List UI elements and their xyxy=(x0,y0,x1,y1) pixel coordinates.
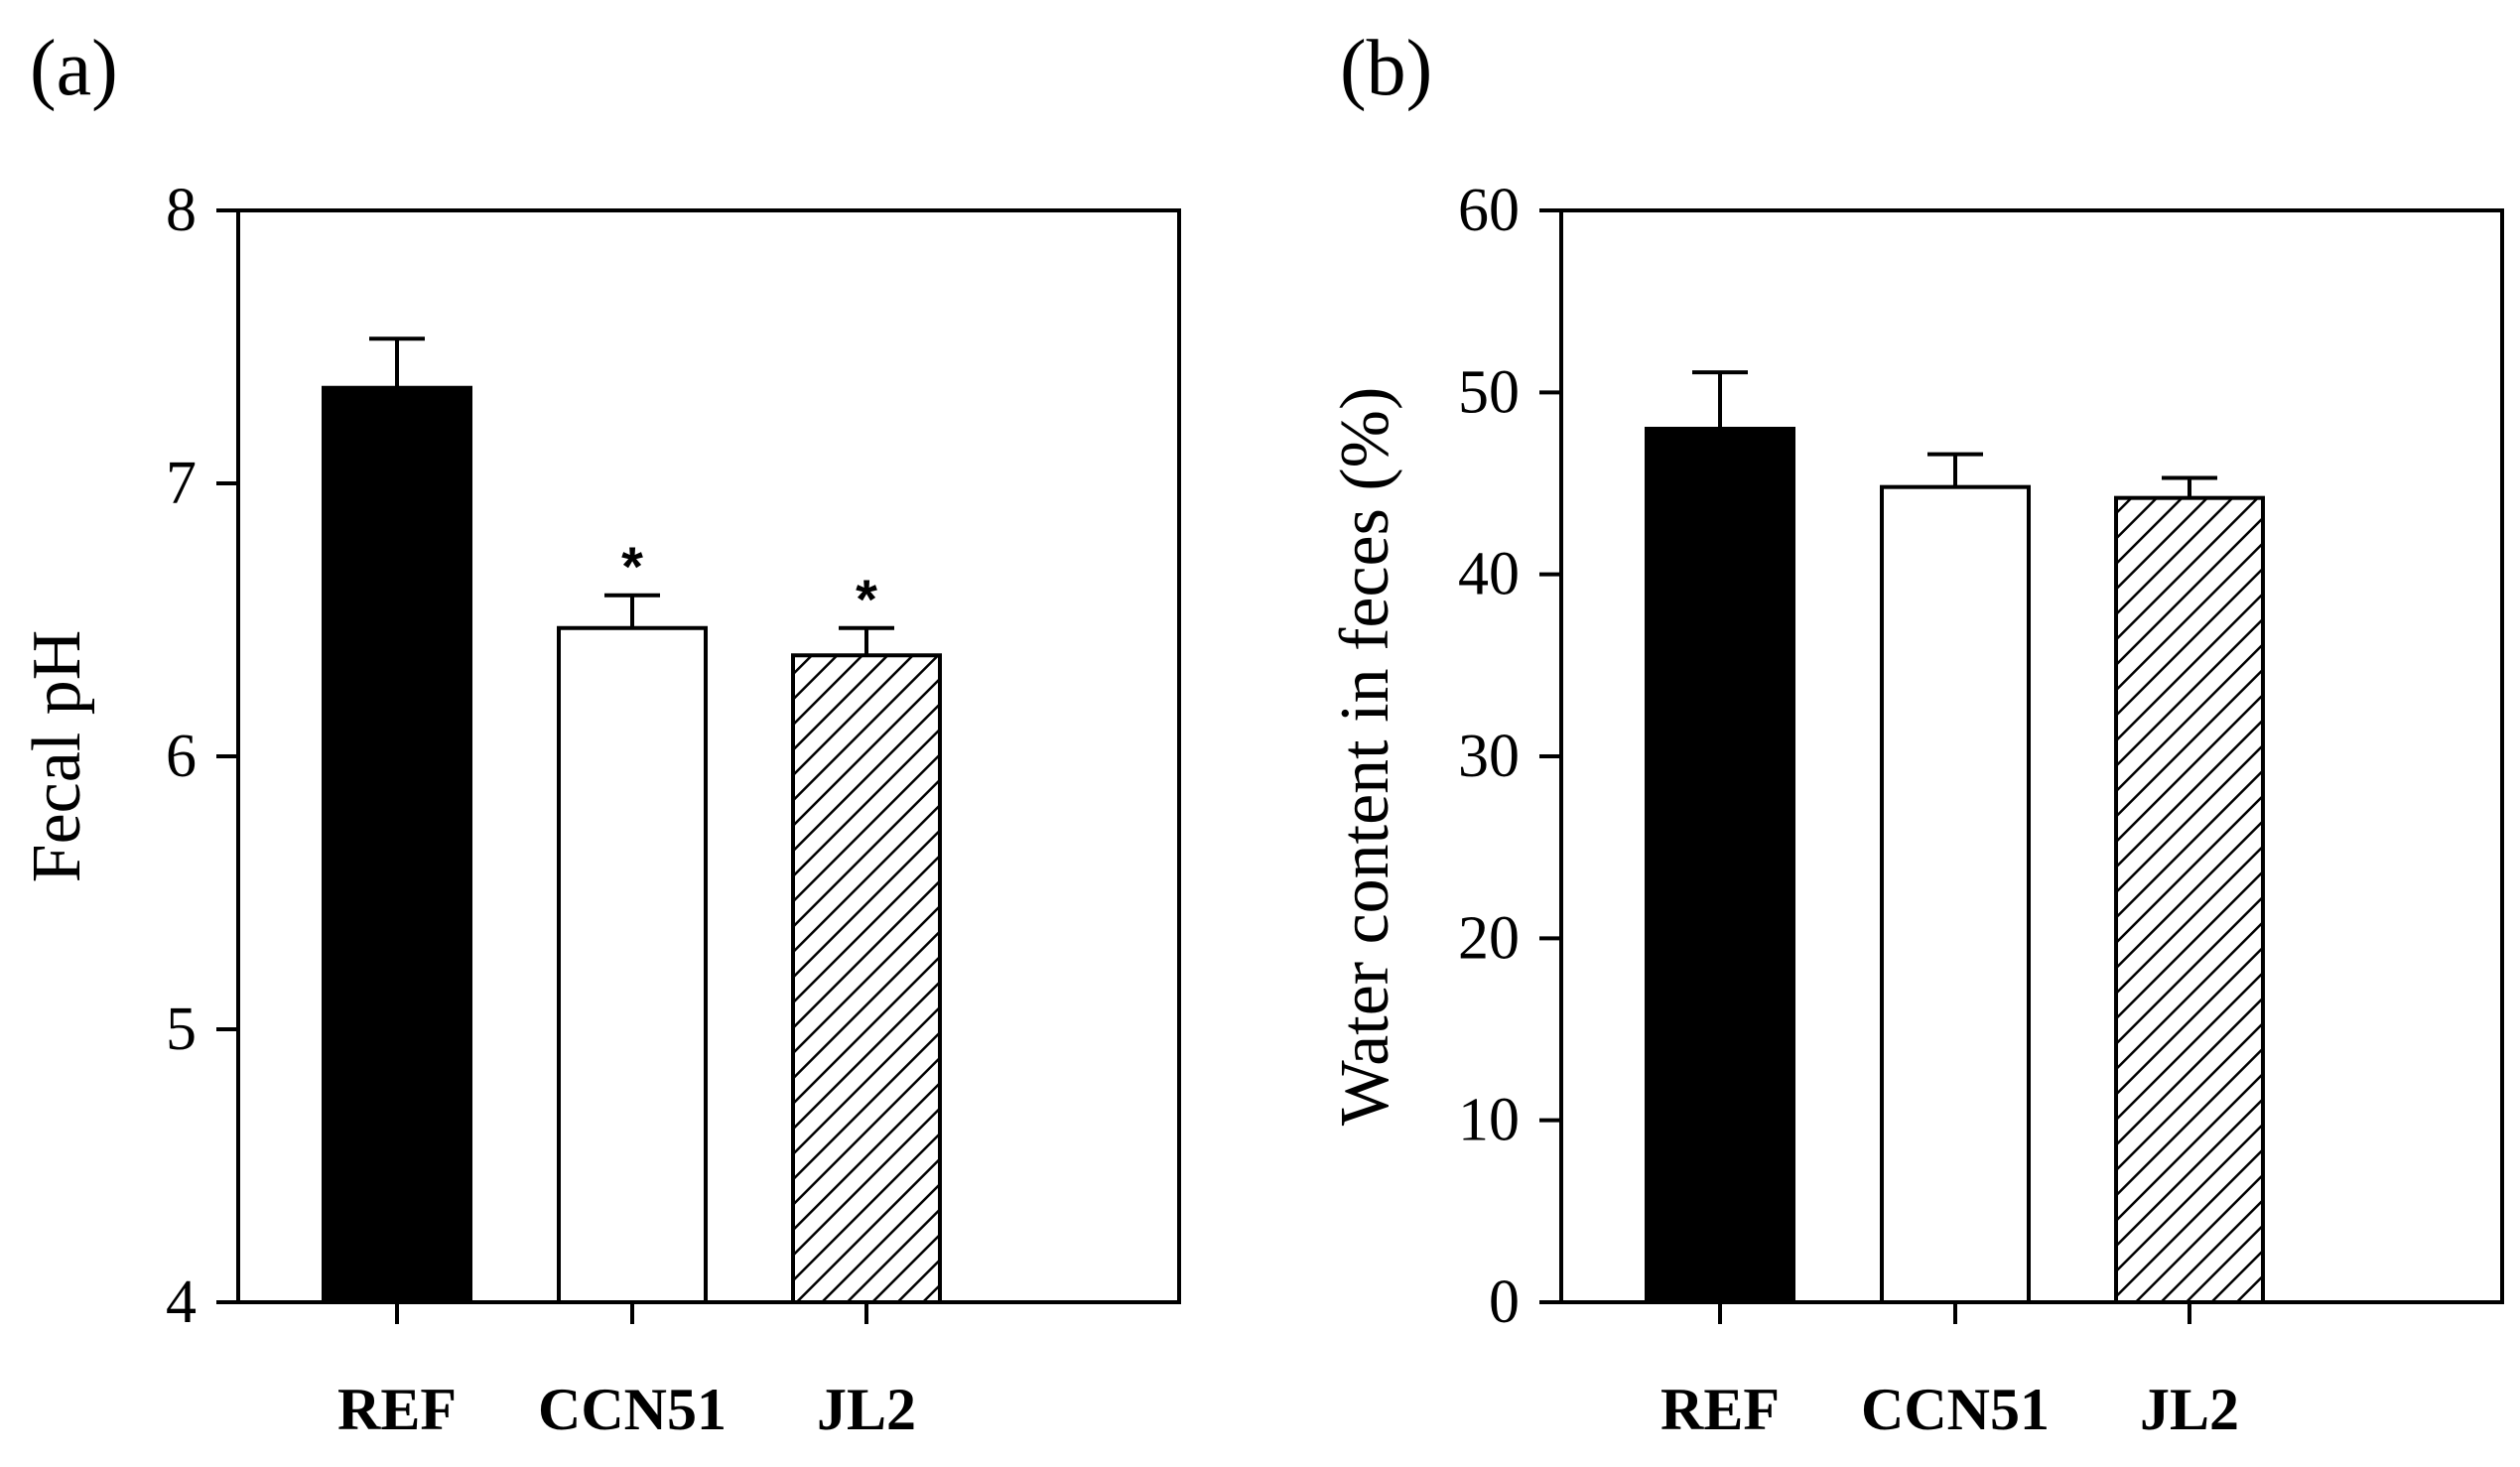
bar-ccn51 xyxy=(557,625,708,1304)
panel-label: (a) xyxy=(30,25,118,112)
significance-marker: * xyxy=(856,568,877,630)
y-tick-label: 40 xyxy=(1458,541,1520,608)
y-tick-label: 60 xyxy=(1458,177,1520,244)
bar-ccn51 xyxy=(1880,484,2031,1304)
bar-ref xyxy=(1645,427,1795,1304)
y-tick-label: 0 xyxy=(1489,1268,1520,1336)
y-tick-label: 30 xyxy=(1458,723,1520,790)
y-tick-label: 8 xyxy=(166,177,197,244)
y-tick-label: 20 xyxy=(1458,904,1520,972)
bar-jl2 xyxy=(791,653,942,1304)
significance-marker: * xyxy=(621,535,643,598)
category-label-ref: REF xyxy=(1660,1377,1780,1442)
panel-b: (b) 0 10 20 30 40 50 60 Water content in feces (… xyxy=(1327,25,2504,1442)
bar-ref xyxy=(322,385,472,1304)
y-axis-title: Fecal pH xyxy=(19,630,95,883)
category-label-ccn51: CCN51 xyxy=(1861,1377,2050,1442)
category-label-jl2: JL2 xyxy=(817,1377,916,1442)
category-label-ref: REF xyxy=(337,1377,457,1442)
y-axis-title: Water content in feces (%) xyxy=(1327,387,1403,1127)
bar-jl2 xyxy=(2114,495,2265,1304)
y-tick-label: 6 xyxy=(166,723,197,790)
panel-label: (b) xyxy=(1340,25,1432,112)
panel-a: (a) 4 5 6 7 8 Fecal pH REF * CCN51 * JL2 xyxy=(19,25,1181,1442)
y-tick-label: 5 xyxy=(166,996,197,1063)
y-tick-label: 50 xyxy=(1458,358,1520,426)
y-tick-label: 10 xyxy=(1458,1087,1520,1154)
y-tick-label: 4 xyxy=(166,1268,197,1336)
category-label-ccn51: CCN51 xyxy=(538,1377,727,1442)
category-label-jl2: JL2 xyxy=(2140,1377,2239,1442)
y-tick-label: 7 xyxy=(166,450,197,517)
